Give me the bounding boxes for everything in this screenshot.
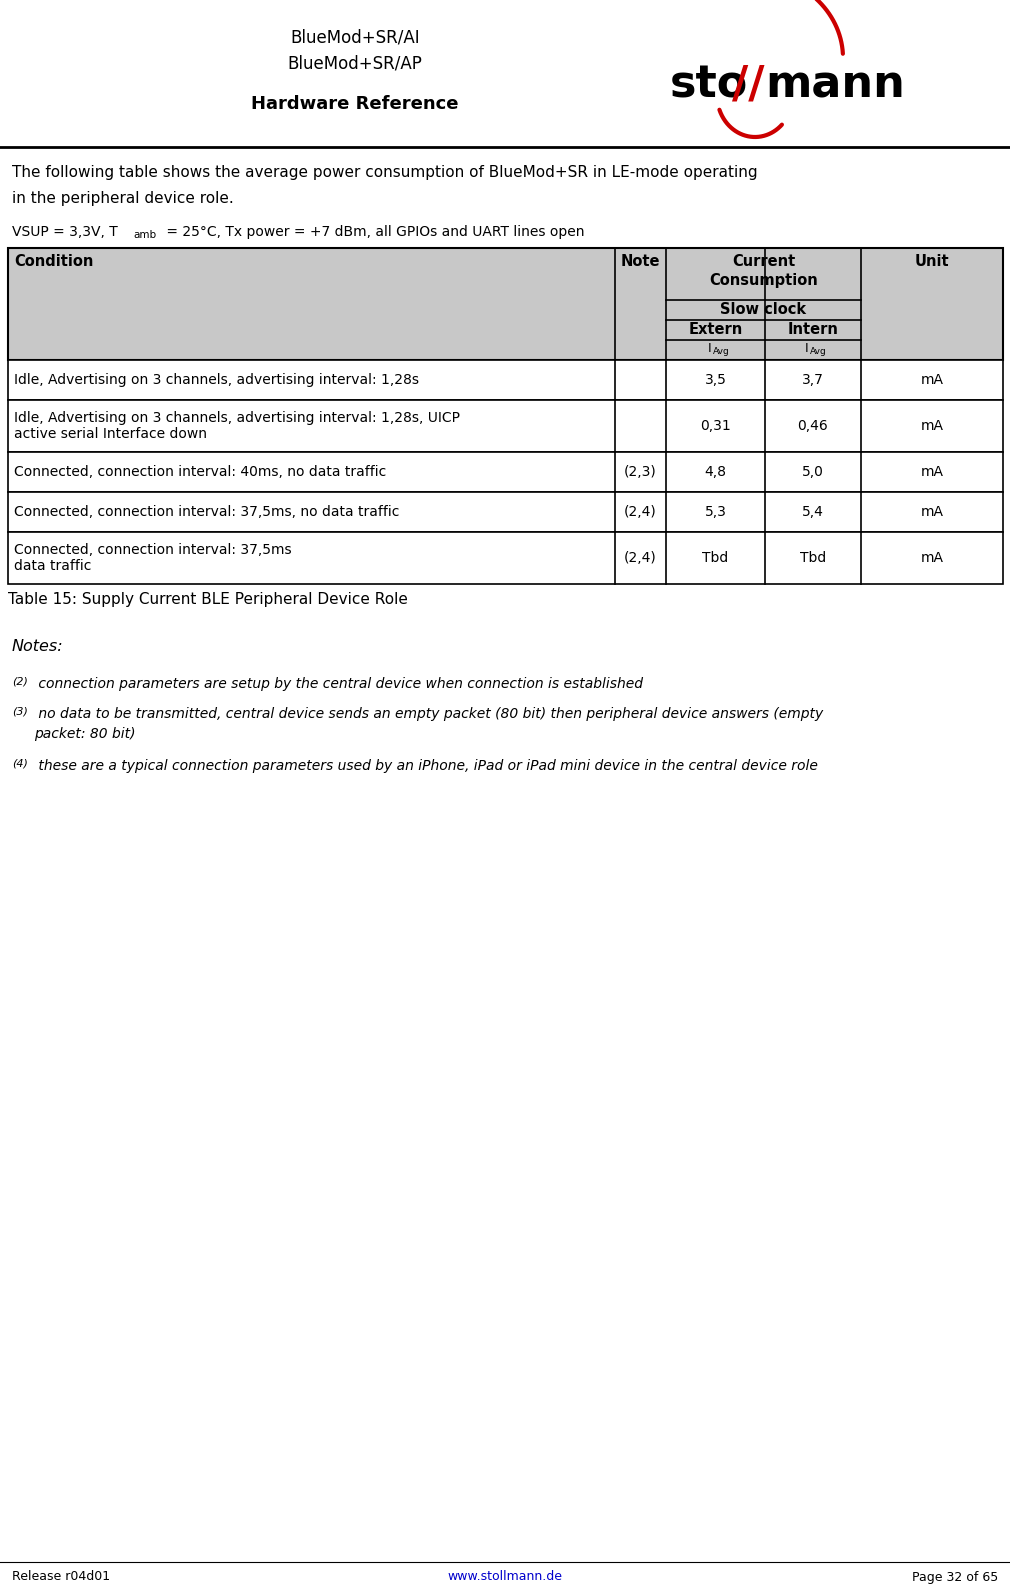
Text: mA: mA bbox=[920, 464, 943, 479]
Bar bbox=[8, 533, 1003, 584]
Text: 3,7: 3,7 bbox=[802, 374, 824, 386]
Text: VSUP = 3,3V, T: VSUP = 3,3V, T bbox=[12, 226, 118, 238]
Bar bbox=[861, 248, 1003, 359]
Text: Condition: Condition bbox=[14, 254, 93, 269]
Text: Tbd: Tbd bbox=[800, 552, 826, 564]
Text: 5,4: 5,4 bbox=[802, 506, 824, 518]
Text: Current
Consumption: Current Consumption bbox=[709, 254, 818, 288]
Bar bbox=[8, 491, 1003, 533]
Text: Notes:: Notes: bbox=[12, 639, 64, 653]
Text: Connected, connection interval: 37,5ms, no data traffic: Connected, connection interval: 37,5ms, … bbox=[14, 506, 399, 518]
Text: (2,3): (2,3) bbox=[624, 464, 656, 479]
Text: sto: sto bbox=[670, 64, 748, 107]
Text: Tbd: Tbd bbox=[702, 552, 728, 564]
Text: these are a typical connection parameters used by an iPhone, iPad or iPad mini d: these are a typical connection parameter… bbox=[34, 758, 818, 773]
Text: www.stollmann.de: www.stollmann.de bbox=[447, 1571, 563, 1584]
Text: 5,3: 5,3 bbox=[705, 506, 726, 518]
Bar bbox=[8, 401, 1003, 452]
Text: 0,46: 0,46 bbox=[798, 420, 828, 432]
Text: mA: mA bbox=[920, 420, 943, 432]
Text: Hardware Reference: Hardware Reference bbox=[251, 95, 459, 113]
Text: Intern: Intern bbox=[788, 323, 838, 337]
Text: = 25°C, Tx power = +7 dBm, all GPIOs and UART lines open: = 25°C, Tx power = +7 dBm, all GPIOs and… bbox=[162, 226, 585, 238]
Text: packet: 80 bit): packet: 80 bit) bbox=[34, 727, 135, 741]
Text: (3): (3) bbox=[12, 708, 28, 717]
Text: Connected, connection interval: 40ms, no data traffic: Connected, connection interval: 40ms, no… bbox=[14, 464, 386, 479]
Text: connection parameters are setup by the central device when connection is establi: connection parameters are setup by the c… bbox=[34, 677, 643, 692]
Text: Note: Note bbox=[621, 254, 661, 269]
Text: Release r04d01: Release r04d01 bbox=[12, 1571, 110, 1584]
Text: Idle, Advertising on 3 channels, advertising interval: 1,28s, UICP
active serial: Idle, Advertising on 3 channels, adverti… bbox=[14, 410, 460, 440]
Text: Slow clock: Slow clock bbox=[720, 302, 807, 316]
Text: BlueMod+SR/AP: BlueMod+SR/AP bbox=[288, 56, 422, 73]
Text: Page 32 of 65: Page 32 of 65 bbox=[912, 1571, 998, 1584]
Text: 0,31: 0,31 bbox=[700, 420, 731, 432]
Text: I: I bbox=[707, 342, 711, 355]
Text: Table 15: Supply Current BLE Peripheral Device Role: Table 15: Supply Current BLE Peripheral … bbox=[8, 591, 408, 607]
Text: I: I bbox=[805, 342, 809, 355]
Bar bbox=[8, 248, 615, 359]
Bar bbox=[615, 248, 666, 359]
Text: mA: mA bbox=[920, 552, 943, 564]
Text: mann: mann bbox=[765, 64, 905, 107]
Bar bbox=[765, 340, 861, 359]
Text: 5,0: 5,0 bbox=[802, 464, 824, 479]
Text: no data to be transmitted, central device sends an empty packet (80 bit) then pe: no data to be transmitted, central devic… bbox=[34, 708, 823, 720]
Bar bbox=[666, 340, 765, 359]
Bar bbox=[8, 248, 1003, 359]
Text: (2): (2) bbox=[12, 677, 28, 687]
Bar bbox=[8, 452, 1003, 491]
Bar bbox=[666, 301, 861, 320]
Bar bbox=[666, 320, 765, 340]
Text: Connected, connection interval: 37,5ms
data traffic: Connected, connection interval: 37,5ms d… bbox=[14, 542, 292, 572]
Text: (4): (4) bbox=[12, 758, 28, 770]
Text: amb: amb bbox=[133, 231, 157, 240]
Bar bbox=[765, 320, 861, 340]
Text: in the peripheral device role.: in the peripheral device role. bbox=[12, 191, 233, 207]
Text: //: // bbox=[732, 64, 765, 107]
Text: The following table shows the average power consumption of BlueMod+SR in LE-mode: The following table shows the average po… bbox=[12, 165, 758, 180]
Text: 3,5: 3,5 bbox=[705, 374, 726, 386]
Text: Unit: Unit bbox=[915, 254, 949, 269]
Text: (2,4): (2,4) bbox=[624, 506, 656, 518]
Text: mA: mA bbox=[920, 374, 943, 386]
Text: Avg: Avg bbox=[810, 347, 827, 356]
Text: Avg: Avg bbox=[712, 347, 729, 356]
Text: Extern: Extern bbox=[689, 323, 742, 337]
Text: 4,8: 4,8 bbox=[705, 464, 726, 479]
Text: (2,4): (2,4) bbox=[624, 552, 656, 564]
Text: Idle, Advertising on 3 channels, advertising interval: 1,28s: Idle, Advertising on 3 channels, adverti… bbox=[14, 374, 419, 386]
Bar bbox=[8, 359, 1003, 401]
Text: mA: mA bbox=[920, 506, 943, 518]
Text: BlueMod+SR/AI: BlueMod+SR/AI bbox=[290, 29, 420, 46]
Bar bbox=[666, 248, 861, 301]
